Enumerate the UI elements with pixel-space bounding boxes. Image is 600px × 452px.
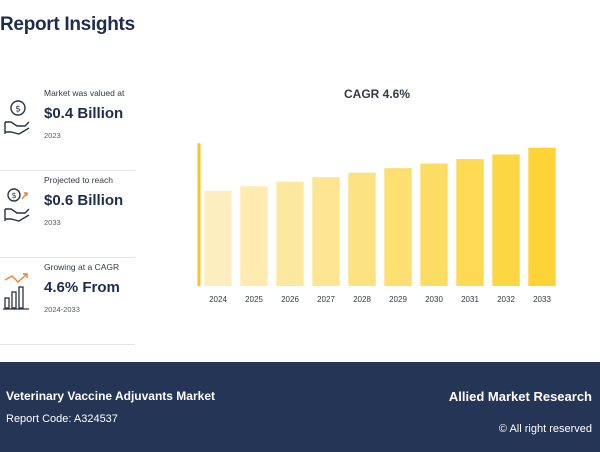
x-tick-label-2033: 2033 (533, 295, 551, 304)
x-tick-label-2024: 2024 (209, 295, 227, 304)
stat-period: 2023 (44, 131, 61, 140)
bar-2029 (384, 168, 412, 286)
brand-name: Allied Market Research (448, 389, 592, 404)
stat-card-cagr: Growing at a CAGR 4.6% From 2024-2033 (0, 258, 135, 345)
bar-2026 (276, 181, 304, 286)
money-hand-icon: $ (2, 98, 32, 138)
x-tick-label-2028: 2028 (353, 295, 371, 304)
bar-2030 (420, 163, 448, 286)
bar-2028 (348, 172, 376, 286)
stat-caption: Growing at a CAGR (44, 262, 120, 272)
chart-title: CAGR 4.6% (344, 87, 410, 101)
market-name: Veterinary Vaccine Adjuvants Market (6, 389, 215, 403)
svg-text:$: $ (15, 105, 21, 115)
footer-bar: Veterinary Vaccine Adjuvants Market Repo… (0, 362, 600, 452)
stat-card-projected-value: $ Projected to reach $0.6 Billion 2033 (0, 171, 135, 258)
report-code: Report Code: A324537 (6, 413, 118, 425)
bar-2031 (456, 159, 484, 286)
stat-value: $0.4 Billion (44, 105, 124, 122)
stat-period: 2033 (44, 218, 61, 227)
x-tick-label-2025: 2025 (245, 295, 263, 304)
bar-2032 (492, 154, 520, 286)
x-tick-label-2032: 2032 (497, 295, 515, 304)
cagr-bar-chart: CAGR 4.6% 2024 2025 2026 2027 2028 2029 2030 20… (197, 87, 556, 304)
growth-hand-icon: $ (2, 185, 32, 225)
x-tick-label-2029: 2029 (389, 295, 407, 304)
stat-caption: Projected to reach (44, 175, 113, 185)
bar-2024 (204, 190, 232, 286)
copyright-text: © All right reserved (498, 423, 592, 435)
x-tick-label-2027: 2027 (317, 295, 335, 304)
x-tick-label-2030: 2030 (425, 295, 443, 304)
stat-caption: Market was valued at (44, 88, 125, 98)
stat-value: 4.6% From (44, 279, 120, 296)
stat-card-market-value: $ Market was valued at $0.4 Billion 2023 (0, 84, 135, 171)
stat-value: $0.6 Billion (44, 192, 124, 209)
bar-2025 (240, 186, 268, 286)
x-tick-label-2031: 2031 (461, 295, 479, 304)
page-title: Report Insights (0, 14, 135, 35)
stat-period: 2024-2033 (44, 305, 80, 314)
x-tick-label-2026: 2026 (281, 295, 299, 304)
bar-2033 (528, 147, 556, 286)
bar-growth-icon (2, 272, 32, 312)
bar-2027 (312, 177, 340, 286)
svg-text:$: $ (11, 191, 16, 200)
